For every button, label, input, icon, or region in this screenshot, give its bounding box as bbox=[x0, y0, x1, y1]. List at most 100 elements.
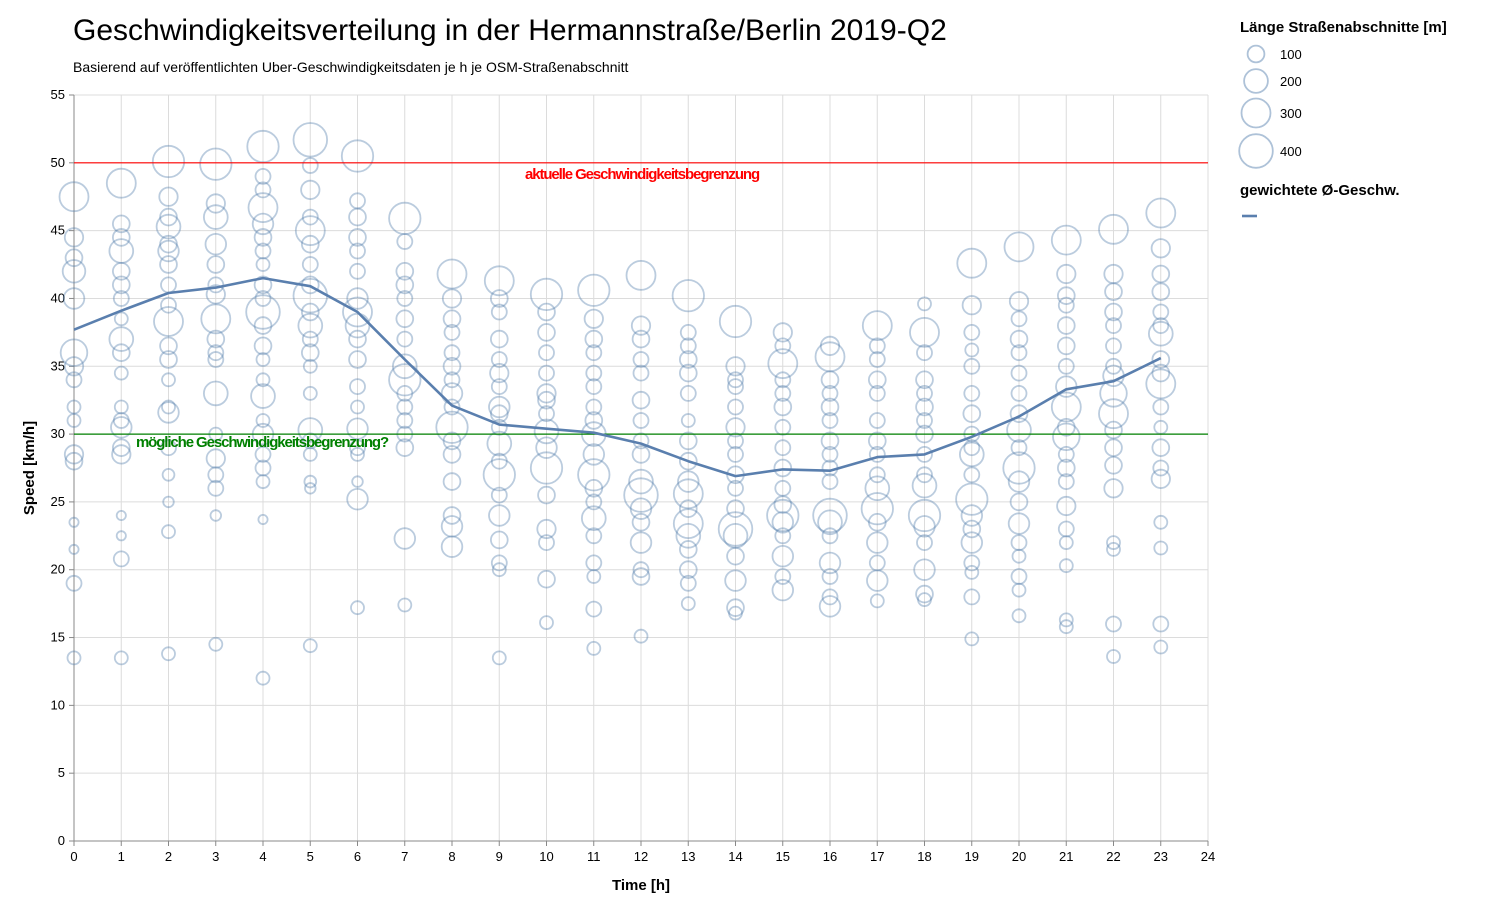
data-point bbox=[302, 358, 318, 374]
data-point bbox=[488, 395, 511, 419]
data-point bbox=[820, 397, 840, 417]
data-point bbox=[113, 650, 129, 666]
data-point bbox=[301, 208, 319, 226]
data-point bbox=[1152, 303, 1170, 321]
data-point bbox=[679, 323, 697, 341]
data-point bbox=[206, 329, 226, 349]
data-point bbox=[257, 514, 269, 526]
data-point bbox=[1153, 540, 1169, 556]
data-point bbox=[680, 413, 696, 428]
data-point bbox=[584, 329, 604, 349]
data-point bbox=[113, 399, 129, 415]
data-point bbox=[254, 181, 272, 199]
chart-title: Geschwindigkeitsverteilung in der Herman… bbox=[73, 14, 947, 47]
data-point bbox=[111, 444, 132, 465]
data-point bbox=[724, 569, 747, 592]
data-point bbox=[159, 336, 178, 356]
data-point bbox=[255, 372, 271, 388]
data-point bbox=[773, 495, 793, 514]
data-point bbox=[821, 384, 839, 402]
data-point bbox=[537, 323, 556, 342]
data-point bbox=[65, 371, 83, 389]
data-point bbox=[1104, 420, 1123, 440]
data-point bbox=[113, 365, 129, 381]
data-point bbox=[1151, 264, 1171, 284]
data-point bbox=[348, 207, 367, 227]
data-point bbox=[349, 192, 366, 210]
data-point bbox=[396, 412, 414, 429]
x-tick-label: 5 bbox=[307, 849, 314, 864]
data-point bbox=[395, 309, 415, 329]
data-point bbox=[65, 574, 83, 592]
data-point bbox=[868, 351, 886, 368]
data-point bbox=[66, 650, 82, 666]
data-point bbox=[672, 478, 704, 510]
data-point bbox=[672, 508, 704, 539]
y-tick-label: 0 bbox=[58, 833, 65, 848]
data-point bbox=[157, 239, 180, 263]
data-point bbox=[1145, 368, 1177, 400]
data-point bbox=[538, 364, 555, 382]
reference-lines: aktuelle Geschwindigkeitsbegrenzung mögli… bbox=[74, 162, 1208, 451]
data-point bbox=[1057, 296, 1075, 314]
data-point bbox=[349, 242, 366, 260]
data-point bbox=[961, 295, 982, 316]
axes: 0 1 2 3 4 5 6 7 8 9 10 11 12 13 14 15 16 17 18 19 20 21 22 23 24… bbox=[51, 87, 1216, 864]
data-point bbox=[963, 357, 981, 375]
y-tick-label: 45 bbox=[51, 223, 65, 238]
data-point bbox=[292, 122, 328, 158]
data-point bbox=[868, 554, 886, 572]
data-point bbox=[868, 412, 886, 429]
y-tick-label: 35 bbox=[51, 358, 65, 373]
data-point bbox=[960, 531, 984, 554]
data-point bbox=[771, 545, 795, 568]
data-point bbox=[537, 302, 556, 322]
y-tick-label: 30 bbox=[51, 426, 65, 441]
data-point bbox=[964, 342, 980, 358]
data-point bbox=[916, 344, 933, 362]
data-point bbox=[395, 261, 415, 281]
data-point bbox=[821, 473, 839, 491]
data-point bbox=[207, 466, 225, 484]
data-point bbox=[63, 356, 85, 377]
data-point bbox=[860, 492, 894, 526]
data-point bbox=[340, 139, 375, 173]
data-point bbox=[1052, 422, 1081, 452]
data-point bbox=[1057, 316, 1076, 335]
data-point bbox=[254, 290, 272, 307]
data-point bbox=[1056, 263, 1077, 285]
y-tick-label: 15 bbox=[51, 630, 65, 645]
data-point bbox=[774, 384, 792, 402]
data-point bbox=[717, 511, 754, 547]
data-point bbox=[725, 417, 746, 438]
data-point bbox=[537, 485, 556, 505]
data-point bbox=[1058, 535, 1074, 550]
data-point bbox=[766, 498, 800, 533]
data-point bbox=[297, 417, 324, 443]
data-point bbox=[915, 584, 934, 604]
data-point bbox=[1056, 495, 1077, 517]
data-point bbox=[1009, 404, 1029, 424]
data-point bbox=[1105, 337, 1122, 355]
data-point bbox=[253, 275, 273, 295]
data-point bbox=[868, 337, 886, 355]
size-legend-label: 400 bbox=[1280, 144, 1302, 159]
data-point bbox=[866, 569, 889, 592]
data-point bbox=[774, 439, 792, 457]
data-point bbox=[348, 329, 367, 349]
data-point bbox=[396, 398, 414, 416]
data-point bbox=[773, 397, 793, 417]
data-point bbox=[351, 475, 364, 488]
data-point bbox=[632, 364, 650, 382]
data-point bbox=[1105, 317, 1122, 335]
data-point bbox=[346, 417, 369, 440]
data-point bbox=[962, 404, 982, 424]
data-point bbox=[1057, 286, 1076, 306]
data-point bbox=[677, 470, 700, 493]
data-point bbox=[1105, 357, 1122, 375]
data-point bbox=[255, 670, 271, 686]
data-point bbox=[625, 259, 657, 291]
data-point bbox=[350, 446, 365, 462]
x-tick-label: 4 bbox=[259, 849, 266, 864]
data-point bbox=[629, 497, 653, 520]
